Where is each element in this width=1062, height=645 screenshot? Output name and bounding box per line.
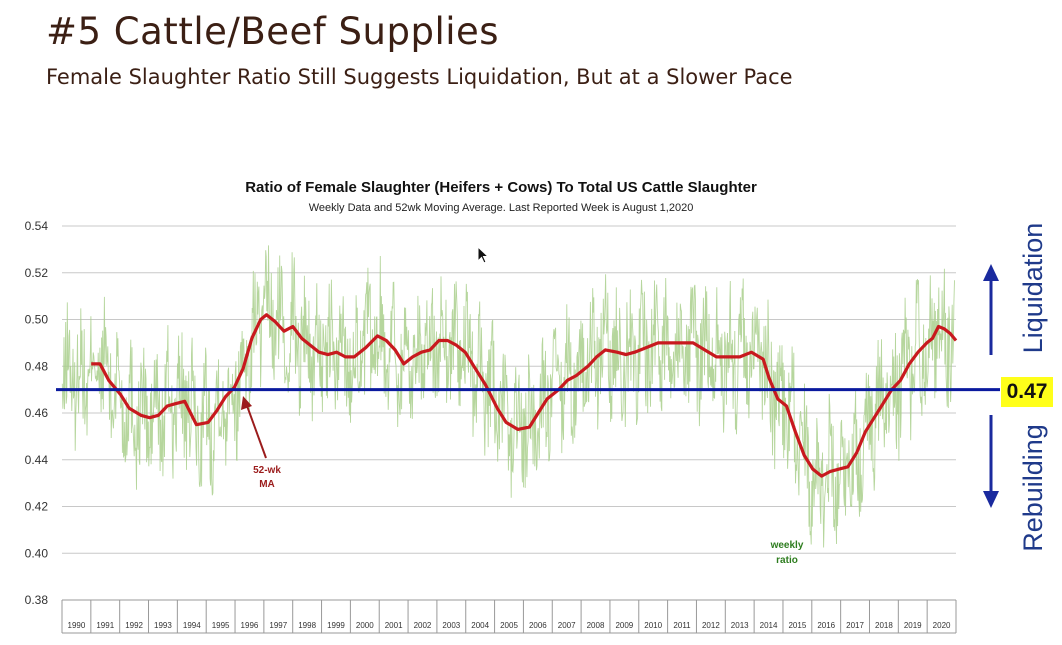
x-tick-label: 2020: [933, 621, 951, 630]
y-tick-label: 0.46: [25, 406, 49, 420]
x-tick-label: 1997: [269, 621, 287, 630]
y-tick-label: 0.50: [25, 313, 49, 327]
x-tick-label: 1995: [212, 621, 230, 630]
weekly-annotation-line2: ratio: [776, 555, 798, 566]
ma-annotation-line1: 52-wk: [253, 465, 281, 476]
x-tick-label: 2005: [500, 621, 518, 630]
x-tick-label: 1999: [327, 621, 345, 630]
x-tick-label: 1996: [241, 621, 259, 630]
x-tick-label: 2019: [904, 621, 922, 630]
moving-average-line: [91, 313, 958, 478]
x-tick-label: 2007: [558, 621, 576, 630]
x-tick-label: 2006: [529, 621, 547, 630]
x-tick-label: 2008: [587, 621, 605, 630]
liquidation-label: Liquidation: [1018, 222, 1048, 354]
x-tick-label: 1994: [183, 621, 201, 630]
x-tick-label: 2013: [731, 621, 749, 630]
x-tick-label: 2011: [673, 621, 691, 630]
weekly-ratio-series: [61, 245, 955, 548]
y-tick-label: 0.48: [25, 359, 49, 373]
x-tick-label: 2017: [846, 621, 864, 630]
x-tick-label: 1991: [96, 621, 114, 630]
chart-title: Ratio of Female Slaughter (Heifers + Cow…: [245, 179, 757, 196]
x-axis: 1990 1991 1992 1993 1994 1995 1996 1997 1998 1999…: [61, 599, 957, 634]
x-tick-label: 2018: [875, 621, 893, 630]
x-tick-label: 1990: [68, 621, 86, 630]
y-axis: 0.38 0.40 0.42 0.44 0.46 0.48 0.50 0.52 0.54: [25, 219, 49, 607]
slide-title: #5 Cattle/Beef Supplies: [46, 10, 500, 53]
x-tick-label: 2012: [702, 621, 720, 630]
y-tick-label: 0.42: [25, 500, 49, 514]
x-tick-label: 1993: [154, 621, 172, 630]
threshold-callout: 0.47: [1001, 377, 1053, 407]
grid-lines: [62, 225, 956, 601]
weekly-annotation-line1: weekly: [770, 540, 804, 551]
x-tick-label: 2010: [644, 621, 662, 630]
arrow-up-icon: [983, 264, 999, 355]
y-tick-label: 0.40: [25, 546, 49, 560]
slide-subtitle: Female Slaughter Ratio Still Suggests Li…: [46, 65, 793, 89]
moving-average-series: [91, 313, 958, 478]
y-tick-label: 0.44: [25, 453, 49, 467]
x-tick-label: 2015: [788, 621, 806, 630]
y-tick-label: 0.38: [25, 593, 49, 607]
y-tick-label: 0.52: [25, 266, 49, 280]
x-tick-label: 2004: [471, 621, 489, 630]
x-tick-label: 2003: [442, 621, 460, 630]
x-tick-label: 2000: [356, 621, 374, 630]
arrow-down-icon: [983, 415, 999, 508]
chart-subtitle: Weekly Data and 52wk Moving Average. Las…: [309, 202, 694, 214]
weekly-ratio-line: [61, 245, 955, 548]
rebuilding-label: Rebuilding: [1018, 424, 1048, 552]
ma-pointer-arrow: [245, 402, 267, 459]
ma-annotation-line2: MA: [259, 479, 275, 490]
mouse-pointer-icon: [477, 246, 490, 264]
x-tick-label: 2014: [760, 621, 778, 630]
x-tick-label: 2002: [414, 621, 432, 630]
y-tick-label: 0.54: [25, 219, 49, 233]
x-tick-label: 1998: [298, 621, 316, 630]
x-tick-label: 2001: [385, 621, 403, 630]
x-tick-label: 2016: [817, 621, 835, 630]
ma-pointer-arrowhead: [241, 396, 252, 410]
annotations: 52-wk MA weekly ratio: [241, 396, 804, 566]
x-tick-label: 2009: [615, 621, 633, 630]
x-tick-label: 1992: [125, 621, 143, 630]
